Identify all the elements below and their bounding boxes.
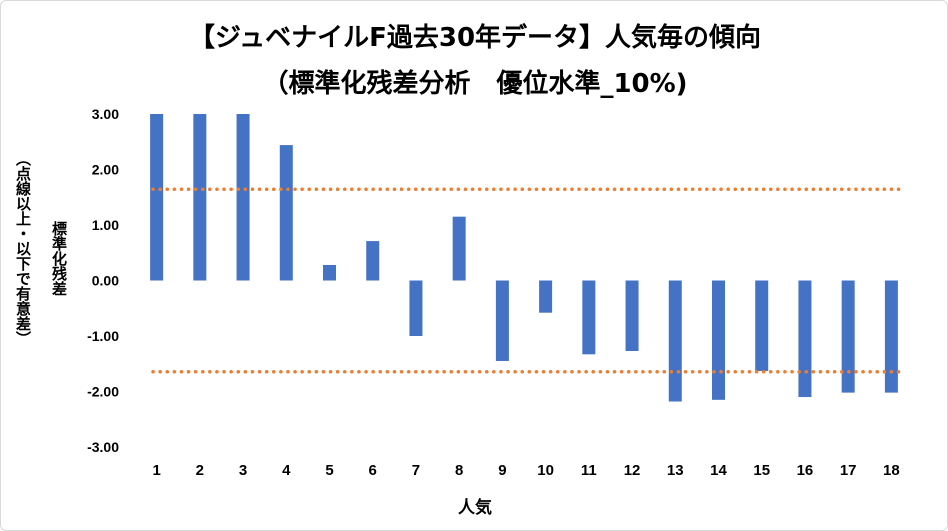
x-tick-label: 6 bbox=[369, 462, 377, 479]
x-tick-label: 16 bbox=[797, 462, 814, 479]
y-tick-label: 1.00 bbox=[92, 217, 119, 233]
y-tick-label: 3.00 bbox=[92, 106, 119, 122]
bar bbox=[452, 216, 466, 281]
x-tick-label: 11 bbox=[581, 462, 597, 479]
y-tick-label: 0.00 bbox=[92, 273, 119, 289]
chart-title: 【ジュベナイルF過去30年データ】人気毎の傾向 bbox=[188, 23, 762, 53]
bar bbox=[798, 280, 812, 398]
bar bbox=[236, 114, 250, 281]
y-tick-label: 2.00 bbox=[92, 162, 119, 178]
x-tick-label: 5 bbox=[325, 462, 333, 479]
bar bbox=[279, 145, 293, 281]
x-axis-label: 人気 bbox=[458, 498, 492, 518]
y-tick-label: -1.00 bbox=[87, 328, 119, 344]
y-axis-label: 標準化残差 bbox=[50, 221, 68, 296]
bar bbox=[323, 264, 336, 281]
bar bbox=[625, 280, 639, 351]
x-tick-label: 14 bbox=[710, 462, 727, 479]
x-tick-label: 3 bbox=[239, 462, 247, 479]
bar bbox=[193, 114, 207, 281]
x-tick-label: 13 bbox=[667, 462, 684, 479]
x-tick-label: 17 bbox=[840, 462, 857, 479]
x-tick-label: 9 bbox=[498, 462, 506, 479]
x-tick-label: 4 bbox=[282, 462, 291, 479]
x-tick-label: 12 bbox=[624, 462, 641, 479]
bar bbox=[884, 280, 898, 393]
x-tick-label: 15 bbox=[753, 462, 770, 479]
y-tick-label: -2.00 bbox=[87, 384, 119, 400]
bar bbox=[668, 280, 682, 402]
bar bbox=[841, 280, 855, 393]
bar bbox=[539, 280, 553, 313]
bar bbox=[495, 280, 509, 361]
chart-subtitle: （標準化残差分析 優位水準_10%) bbox=[262, 69, 688, 99]
x-tick-label: 2 bbox=[196, 462, 204, 479]
x-tick-label: 18 bbox=[883, 462, 900, 479]
bar bbox=[582, 280, 596, 355]
bar bbox=[712, 280, 725, 400]
bar bbox=[755, 280, 769, 371]
x-tick-label: 1 bbox=[152, 462, 160, 479]
x-tick-label: 7 bbox=[412, 462, 420, 479]
x-tick-label: 10 bbox=[537, 462, 554, 479]
bar bbox=[150, 114, 164, 281]
bar bbox=[409, 280, 423, 336]
x-tick-label: 8 bbox=[455, 462, 463, 479]
y-tick-label: -3.00 bbox=[87, 439, 119, 455]
bar bbox=[366, 241, 380, 281]
y-axis-label-note: （点線以上・以下で有意差） bbox=[14, 151, 32, 346]
